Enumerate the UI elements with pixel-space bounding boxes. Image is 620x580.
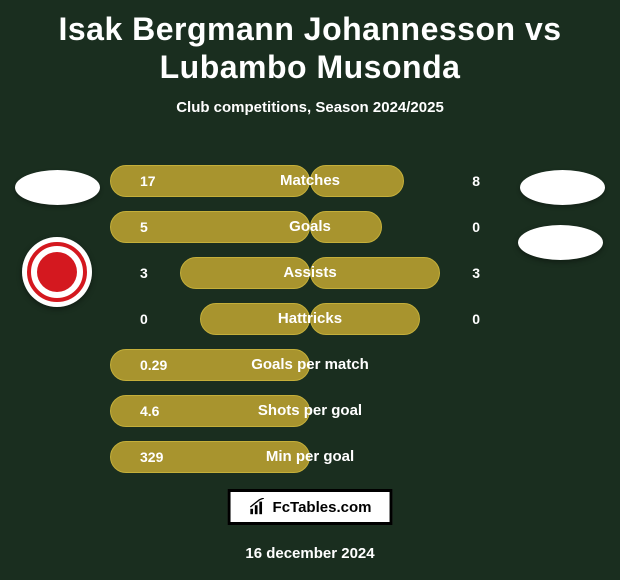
stat-row: Hattricks0 0	[0, 303, 620, 349]
stat-name: Min per goal	[0, 441, 620, 473]
stat-name: Goals per match	[0, 349, 620, 381]
stat-value-left: 0	[140, 303, 148, 335]
subtitle: Club competitions, Season 2024/2025	[0, 99, 620, 116]
stat-row: Goals5 0	[0, 211, 620, 257]
stats-bars-area: Matches178Goals50Assists33Hattricks00Goa…	[0, 165, 620, 487]
stat-row: Goals per match0.29	[0, 349, 620, 395]
comparison-card: Isak Bergmann Johannesson vs Lubambo Mus…	[0, 0, 620, 580]
stat-row: Matches17 8	[0, 165, 620, 211]
page-title: Isak Bergmann Johannesson vs Lubambo Mus…	[0, 0, 620, 87]
stat-value-left: 4.6	[140, 395, 159, 427]
stat-row: Min per goal329	[0, 441, 620, 487]
date-text: 16 december 2024	[0, 545, 620, 562]
stat-name: Shots per goal	[0, 395, 620, 427]
stat-value-left: 17	[140, 165, 156, 197]
stat-value-right: 0	[472, 211, 480, 243]
stat-name: Hattricks	[0, 303, 620, 335]
stat-name: Assists	[0, 257, 620, 289]
stat-name: Goals	[0, 211, 620, 243]
stat-value-right: 0	[472, 303, 480, 335]
stat-name: Matches	[0, 165, 620, 197]
stat-value-left: 0.29	[140, 349, 167, 381]
stat-value-left: 3	[140, 257, 148, 289]
stat-value-left: 329	[140, 441, 163, 473]
stat-value-right: 3	[472, 257, 480, 289]
stat-value-right: 8	[472, 165, 480, 197]
stat-value-left: 5	[140, 211, 148, 243]
stat-row: Assists3 3	[0, 257, 620, 303]
stat-row: Shots per goal4.6	[0, 395, 620, 441]
footer-brand-text: FcTables.com	[273, 499, 372, 516]
chart-icon	[249, 498, 267, 516]
footer-brand-box: FcTables.com	[228, 489, 393, 525]
